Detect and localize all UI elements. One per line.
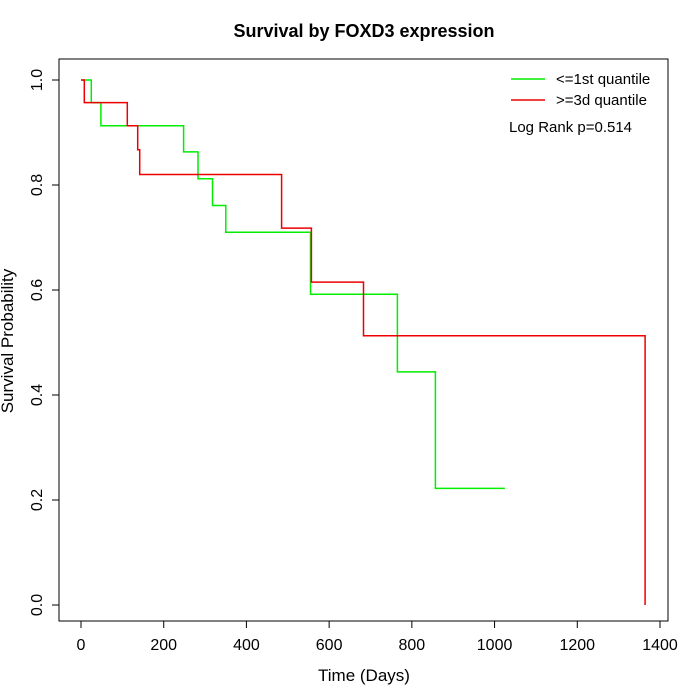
x-tick-label: 800 [399,637,426,654]
x-tick-label: 600 [316,637,343,654]
x-tick-label: 1000 [477,637,513,654]
log-rank-annotation: Log Rank p=0.514 [509,119,632,136]
survival-curve-low [81,79,505,490]
x-tick-label: 1400 [642,637,678,654]
series-layer [81,79,646,605]
legend-label-low: <=1st quantile [556,71,650,88]
x-axis: 0 200 400 600 800 1000 1200 1400 [77,620,678,654]
y-tick-label: 0.6 [29,279,46,301]
legend-label-high: >=3d quantile [556,92,647,109]
chart-title: Survival by FOXD3 expression [233,21,494,41]
y-axis-label: Survival Probability [0,268,17,413]
survival-curve-high [81,79,646,605]
plot-frame [58,58,669,622]
y-tick-label: 0.2 [29,489,46,511]
x-tick-label: 1200 [559,637,595,654]
x-tick-label: 400 [233,637,260,654]
x-axis-label: Time (Days) [318,666,410,685]
y-tick-label: 0.0 [29,594,46,616]
y-tick-label: 1.0 [29,69,46,91]
legend: <=1st quantile >=3d quantile [511,71,650,109]
x-tick-label: 200 [150,637,177,654]
y-tick-label: 0.8 [29,174,46,196]
y-axis: 0.0 0.2 0.4 0.6 0.8 1.0 [29,69,60,616]
x-tick-label: 0 [77,637,86,654]
y-tick-label: 0.4 [29,384,46,406]
